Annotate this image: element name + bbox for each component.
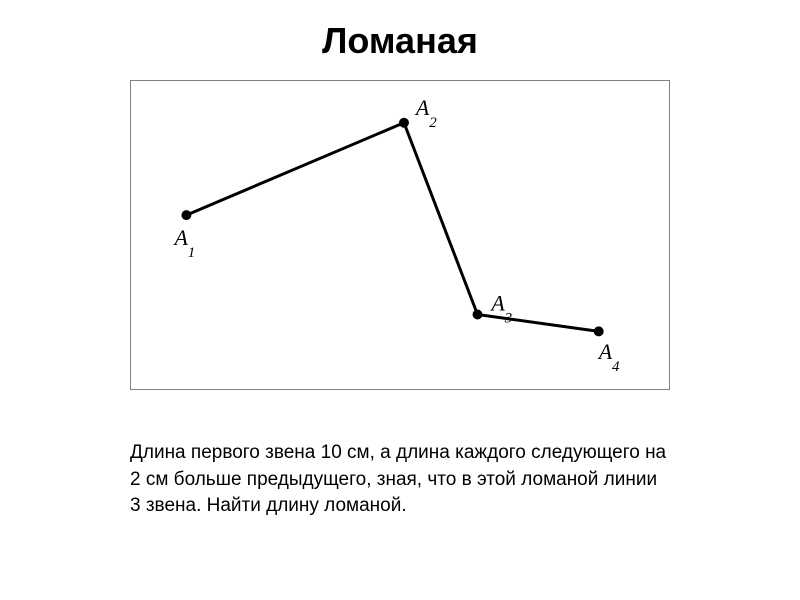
vertex-label-A2: A2 bbox=[414, 96, 437, 131]
vertex-label-A1: A1 bbox=[172, 226, 195, 261]
vertex-A3 bbox=[473, 310, 483, 320]
page-title: Ломаная bbox=[0, 0, 800, 62]
vertex-A2 bbox=[399, 118, 409, 128]
vertex-A1 bbox=[181, 210, 191, 220]
vertex-label-A3: A3 bbox=[489, 292, 512, 327]
polyline-diagram: A1 A2 A3 A4 bbox=[130, 80, 670, 390]
vertex-label-A4: A4 bbox=[597, 340, 620, 375]
problem-text: Длина первого звена 10 см, а длина каждо… bbox=[130, 440, 670, 520]
vertex-A4 bbox=[594, 326, 604, 336]
polyline-svg: A1 A2 A3 A4 bbox=[131, 81, 669, 389]
polyline-path bbox=[186, 123, 598, 332]
